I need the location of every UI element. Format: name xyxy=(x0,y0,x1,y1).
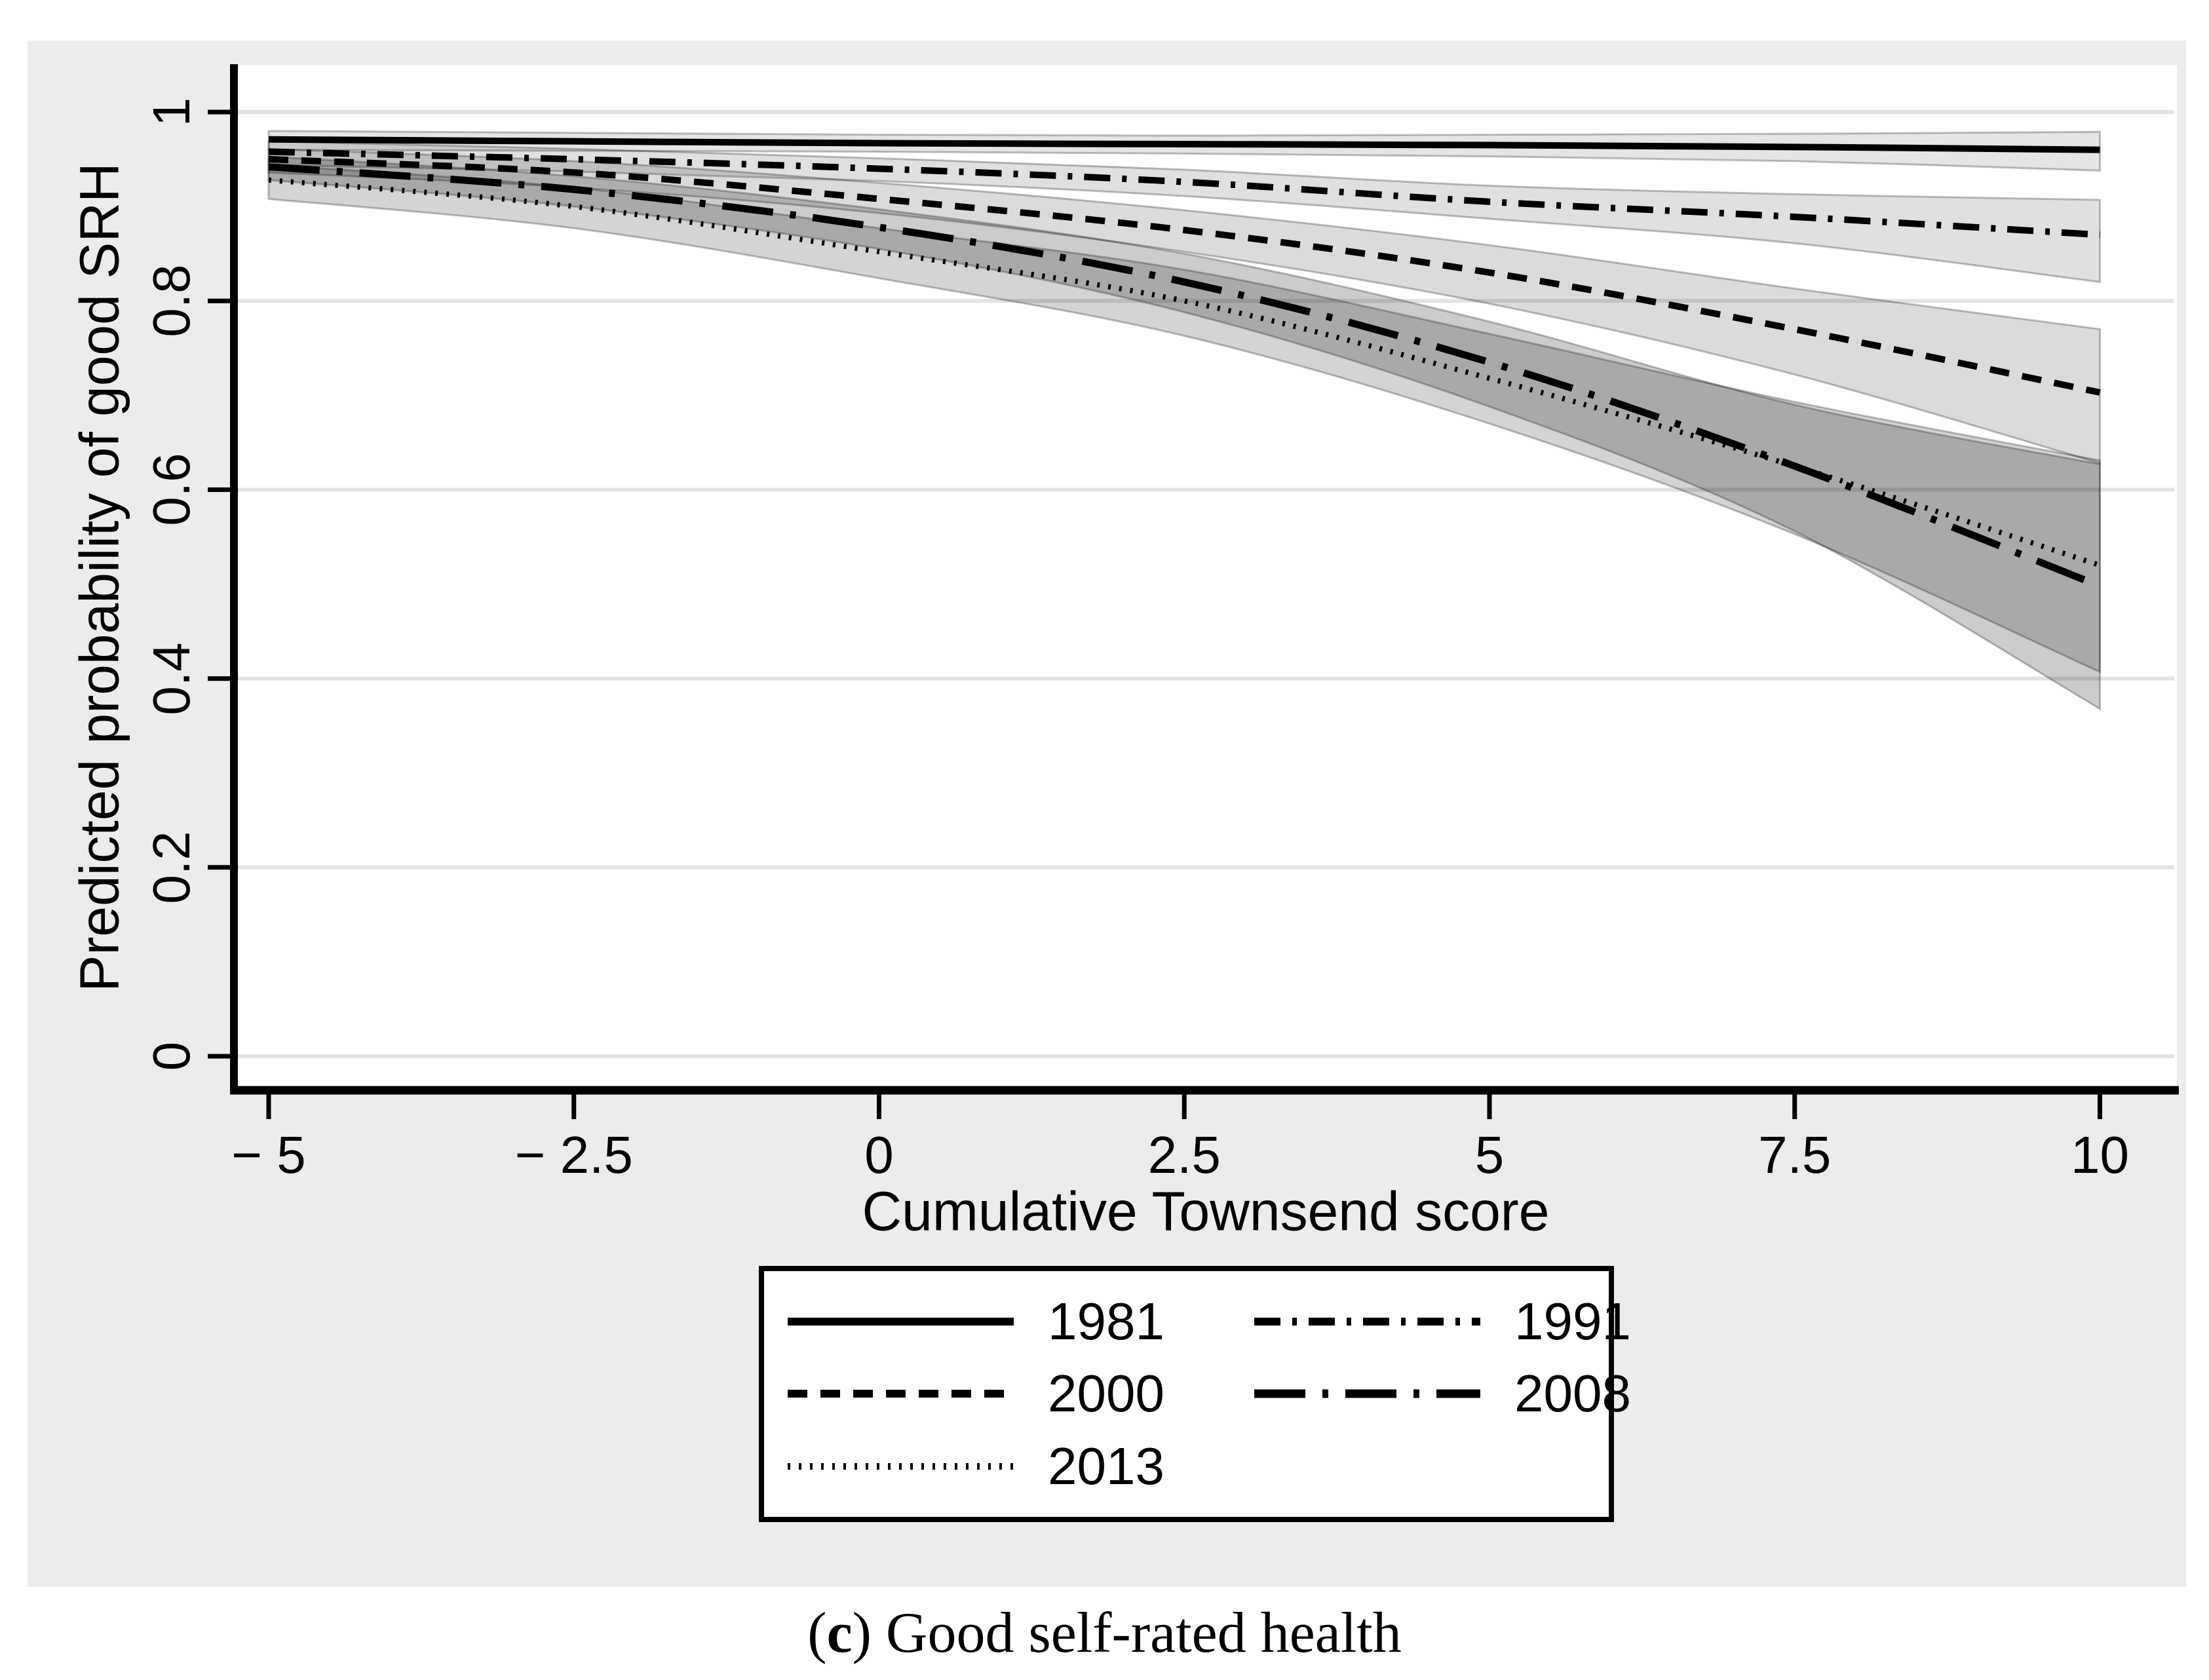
legend-label: 1991 xyxy=(1514,1292,1631,1351)
y-tick-label-0.8: 0.8 xyxy=(142,264,201,337)
y-tick-label-0: 0 xyxy=(142,1041,201,1071)
y-tick-label-0.2: 0.2 xyxy=(142,831,201,904)
x-axis-title: Cumulative Townsend score xyxy=(862,1180,1550,1242)
legend-item-2008: 2008 xyxy=(1254,1358,1631,1430)
plot-background xyxy=(234,66,2177,1090)
y-tick-label-1: 1 xyxy=(142,97,201,127)
x-tick-label-0: 0 xyxy=(864,1126,894,1184)
legend-item-2013: 2013 xyxy=(788,1430,1254,1502)
series-line-1991 xyxy=(268,148,2100,239)
legend-label: 2013 xyxy=(1048,1436,1164,1495)
series-line-2000 xyxy=(268,156,2101,396)
y-axis-title: Predicted probability of good SRH xyxy=(68,162,130,992)
caption: (c) Good self-rated health xyxy=(0,1600,2209,1666)
legend-item-2000: 2000 xyxy=(788,1358,1254,1430)
y-tick-label-0.4: 0.4 xyxy=(142,641,201,716)
legend-line-sample-long-dash-dot-icon xyxy=(1254,1389,1480,1398)
x-tick-label-− 2.5: − 2.5 xyxy=(514,1126,633,1184)
caption-rest: ) Good self-rated health xyxy=(852,1601,1402,1665)
legend-item-1981: 1981 xyxy=(788,1286,1254,1358)
x-tick-label-7.5: 7.5 xyxy=(1758,1126,1832,1184)
ci-band-2008 xyxy=(267,155,2101,711)
series-line-1981 xyxy=(268,136,2100,153)
y-tick-label-0.6: 0.6 xyxy=(142,453,201,526)
legend-label: 2000 xyxy=(1048,1364,1164,1423)
legend-line-sample-solid-icon xyxy=(788,1318,1014,1326)
x-tick-label-2.5: 2.5 xyxy=(1147,1126,1221,1184)
legend-label: 1981 xyxy=(1048,1292,1164,1351)
series-line-2008 xyxy=(268,163,2102,590)
legend-item-1991: 1991 xyxy=(1254,1286,1631,1358)
legend-line-sample-dash-icon xyxy=(788,1390,1014,1398)
x-tick-label-− 5: − 5 xyxy=(231,1126,306,1184)
legend-line-sample-dot-icon xyxy=(788,1462,1014,1470)
caption-open: ( xyxy=(807,1601,827,1665)
x-tick-label-5: 5 xyxy=(1474,1126,1505,1184)
x-tick-label-10: 10 xyxy=(2071,1126,2129,1184)
ci-band-2013 xyxy=(267,164,2101,674)
legend-line-sample-dash-dot-icon xyxy=(1254,1318,1480,1326)
legend-box: 1981 1991 2000 2008 2013 xyxy=(759,1266,1631,1522)
legend-label: 2008 xyxy=(1514,1364,1631,1423)
caption-letter: c xyxy=(826,1601,853,1665)
